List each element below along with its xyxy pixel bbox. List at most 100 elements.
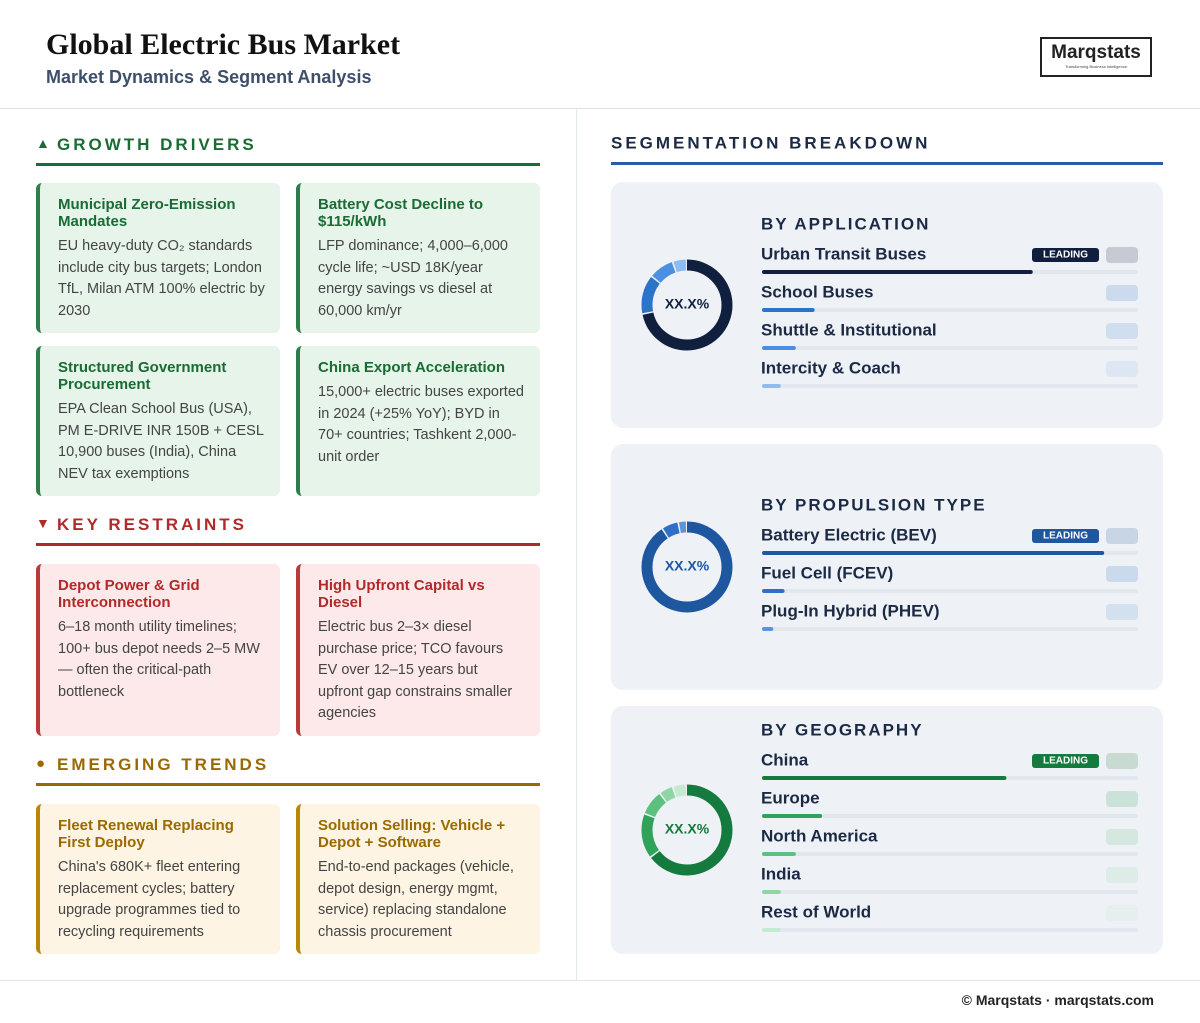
bar xyxy=(762,346,796,350)
header xyxy=(0,0,1200,109)
card: Structured Government Procurement EPA Cle… xyxy=(36,346,280,496)
title: Global Electric Bus Market xyxy=(46,28,401,61)
donut-segment xyxy=(641,521,733,613)
segmentation-rule xyxy=(611,162,1163,165)
bar-track xyxy=(762,890,1138,894)
value-blur xyxy=(1106,285,1138,301)
bar-track xyxy=(762,589,1138,593)
bar xyxy=(762,928,781,932)
card-body: 6–18 month utility timelines; 100+ bus d… xyxy=(58,619,260,700)
segment-name: India xyxy=(761,864,801,883)
section-icon: ▼ xyxy=(36,515,50,531)
segmentation-title: SEGMENTATION BREAKDOWN xyxy=(611,133,930,152)
bar-track xyxy=(762,308,1138,312)
bar xyxy=(762,384,781,388)
card-title: High Upfront Capital vs Diesel xyxy=(318,577,485,611)
card-body: China's 680K+ fleet entering replacement… xyxy=(58,859,241,940)
bar-track xyxy=(762,852,1138,856)
bar xyxy=(762,852,796,856)
card-body: 15,000+ electric buses exported in 2024 … xyxy=(318,384,524,465)
card-body: End-to-end packages (vehicle, depot desi… xyxy=(318,859,514,940)
value-blur xyxy=(1106,323,1138,339)
bar xyxy=(762,308,815,312)
value-blur xyxy=(1106,604,1138,620)
value-blur xyxy=(1106,829,1138,845)
card-title: China Export Acceleration xyxy=(318,359,505,376)
segment-name: Fuel Cell (FCEV) xyxy=(761,563,893,582)
logo-tagline: Transforming Business Intelligence xyxy=(1064,64,1128,69)
panel-title: BY APPLICATION xyxy=(761,214,930,233)
segment-name: North America xyxy=(761,826,878,845)
value-blur xyxy=(1106,867,1138,883)
panel xyxy=(611,182,1163,428)
card-title: Depot Power & Grid Interconnection xyxy=(58,577,200,611)
segment-name: Battery Electric (BEV) xyxy=(761,525,937,544)
card: Solution Selling: Vehicle + Depot + Soft… xyxy=(296,804,540,954)
segment-name: China xyxy=(761,750,809,769)
card-title: Battery Cost Decline to $115/kWh xyxy=(318,196,484,230)
card-body: Electric bus 2–3× diesel purchase price;… xyxy=(318,619,513,721)
segment-name: Rest of World xyxy=(761,902,871,921)
bar xyxy=(762,589,785,593)
segmentation: SEGMENTATION BREAKDOWN XX.X% BY APPLICATIO… xyxy=(611,133,1163,954)
badge-label: LEADING xyxy=(1043,531,1088,542)
bar xyxy=(762,890,781,894)
card-title: Structured Government Procurement xyxy=(58,359,227,393)
section-icon: ● xyxy=(36,755,46,772)
segment-name: Urban Transit Buses xyxy=(761,244,926,263)
value-blur xyxy=(1106,361,1138,377)
panel-title: BY GEOGRAPHY xyxy=(761,720,924,739)
value-blur xyxy=(1106,566,1138,582)
segment-name: Europe xyxy=(761,788,820,807)
card: Municipal Zero-Emission Mandates EU heavy… xyxy=(36,183,280,333)
section-rule xyxy=(36,543,540,546)
value-blur xyxy=(1106,247,1138,263)
donut-segment xyxy=(641,784,733,876)
section-title: EMERGING TRENDS xyxy=(57,755,270,774)
card: China Export Acceleration 15,000+ electri… xyxy=(296,346,540,496)
section-rule xyxy=(36,783,540,786)
card: Battery Cost Decline to $115/kWh LFP domi… xyxy=(296,183,540,333)
bar xyxy=(762,551,1105,555)
value-blur xyxy=(1106,753,1138,769)
footer-rule xyxy=(0,980,1200,981)
card-body: LFP dominance; 4,000–6,000 cycle life; ~… xyxy=(318,238,508,319)
subtitle: Market Dynamics & Segment Analysis xyxy=(46,67,372,87)
value-blur xyxy=(1106,791,1138,807)
footer: © Marqstats · marqstats.com xyxy=(961,992,1154,1008)
card: Fleet Renewal Replacing First Deploy Chin… xyxy=(36,804,280,954)
bar-track xyxy=(762,814,1138,818)
value-blur xyxy=(1106,528,1138,544)
section-rule xyxy=(36,163,540,166)
bar-track xyxy=(762,928,1138,932)
donut-segment xyxy=(641,259,733,351)
section-icon: ▲ xyxy=(36,135,50,151)
donut-label: XX.X% xyxy=(665,296,710,312)
badge xyxy=(1032,248,1099,262)
card: High Upfront Capital vs Diesel Electric b… xyxy=(296,564,540,736)
donut-label: XX.X% xyxy=(665,558,710,574)
segment-name: Plug-In Hybrid (PHEV) xyxy=(761,601,940,620)
section-title: GROWTH DRIVERS xyxy=(57,135,257,154)
bar xyxy=(762,814,823,818)
logo-name: Marqstats xyxy=(1051,42,1141,63)
bar-track xyxy=(762,627,1138,631)
donut-label: XX.X% xyxy=(665,821,710,837)
card: Depot Power & Grid Interconnection 6–18 m… xyxy=(36,564,280,736)
segment-name: Intercity & Coach xyxy=(761,358,901,377)
logo: Marqstats Transforming Business Intellig… xyxy=(1040,37,1152,77)
badge-label: LEADING xyxy=(1043,756,1088,767)
segment-name: School Buses xyxy=(761,282,873,301)
card-title: Solution Selling: Vehicle + Depot + Soft… xyxy=(318,817,506,851)
bar xyxy=(762,776,1007,780)
badge xyxy=(1032,529,1099,543)
section-title: KEY RESTRAINTS xyxy=(57,515,247,534)
donut-segment xyxy=(641,259,733,351)
bar xyxy=(762,270,1033,274)
card-body: EU heavy-duty CO₂ standards include city… xyxy=(58,238,265,319)
bar-track xyxy=(762,384,1138,388)
card-title: Fleet Renewal Replacing First Deploy xyxy=(58,817,234,851)
bar-track xyxy=(762,346,1138,350)
card-body: EPA Clean School Bus (USA), PM E-DRIVE I… xyxy=(58,401,264,482)
donut-segment xyxy=(641,784,733,876)
